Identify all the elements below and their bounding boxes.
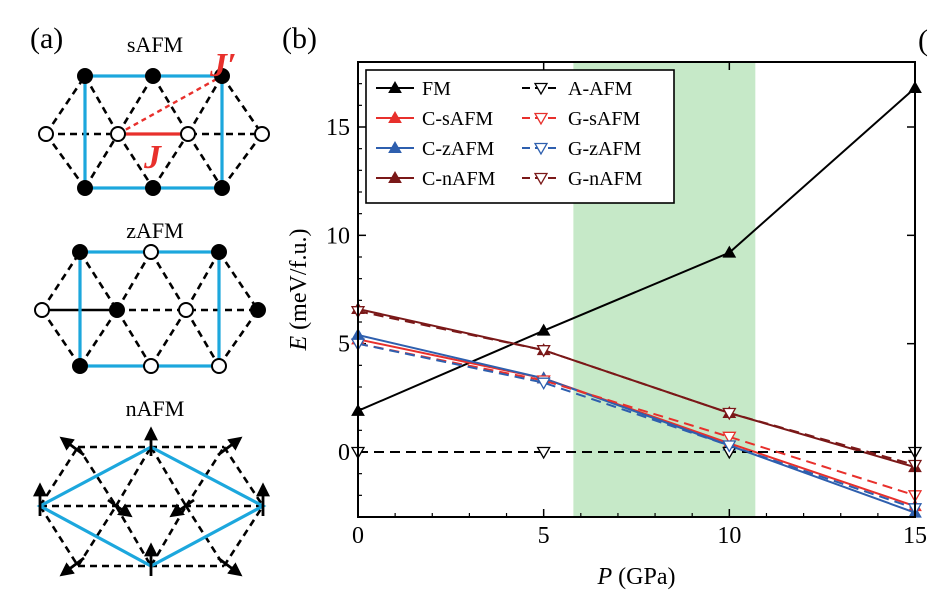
x-tick-label: 5: [538, 523, 550, 549]
legend-label: C-zAFM: [422, 138, 494, 160]
x-tick-label: 10: [717, 523, 741, 549]
legend-entry-a-afm: A-AFM: [522, 78, 633, 100]
lattice-safm: sAFM J′ J: [38, 32, 270, 196]
zafm-sites: [34, 244, 266, 374]
y-tick-label: 15: [326, 115, 350, 141]
data-point-fm: [722, 245, 737, 258]
legend-swatch-marker: [388, 170, 402, 183]
data-point-a-afm: [536, 446, 551, 460]
data-point-fm: [536, 323, 551, 336]
legend-entry-fm: FM: [376, 78, 451, 100]
lattice-zafm-title: zAFM: [126, 218, 183, 243]
zafm-dashed-bonds: [40, 251, 260, 367]
legend-entry-g-nafm: G-nAFM: [522, 168, 643, 190]
legend-swatch-marker: [533, 172, 549, 186]
legend-label: C-nAFM: [422, 168, 496, 190]
series-line-c-zafm: [357, 334, 916, 514]
y-axis-label-symbol: E: [286, 335, 312, 351]
lattice-zafm: zAFM: [34, 218, 266, 374]
legend: FM C-sAFM C-zAFM C-nAFM A-AFM G-sAFM G-zAFM G-n…: [365, 69, 675, 204]
series-line-c-safm: [357, 338, 916, 508]
legend-label: G-zAFM: [568, 138, 642, 160]
series-line-g-nafm: [357, 310, 916, 466]
legend-label: G-sAFM: [568, 108, 640, 130]
panel-c-fragment: (: [918, 24, 928, 57]
x-axis-label: P (GPa): [597, 564, 676, 590]
legend-entry-g-safm: G-sAFM: [522, 108, 640, 130]
legend-entry-c-nafm: C-nAFM: [376, 168, 496, 190]
x-tick-label: 0: [352, 523, 364, 549]
panel-b-label: (b): [282, 22, 317, 55]
legend-swatch-marker: [388, 110, 402, 123]
panel-a-label: (a): [30, 22, 63, 55]
safm-sites: [38, 68, 270, 196]
data-point-g-safm: [722, 431, 737, 445]
legend-swatch-marker: [388, 80, 402, 93]
legend-swatch-marker: [388, 140, 402, 153]
legend-label: G-nAFM: [568, 168, 643, 190]
x-axis-label-symbol: P: [597, 564, 613, 590]
legend-label: FM: [422, 78, 451, 100]
y-tick-label: 5: [338, 332, 350, 358]
legend-box: [365, 69, 675, 204]
legend-entry-g-zafm: G-zAFM: [522, 138, 642, 160]
nafm-spin-arrows: [33, 426, 270, 577]
j-prime-bond: [117, 74, 223, 136]
y-tick-label: 0: [338, 440, 350, 466]
lattice-safm-title: sAFM: [127, 32, 183, 57]
data-point-g-zafm: [722, 440, 737, 453]
legend-swatch-marker: [533, 112, 549, 126]
series-line-fm: [357, 87, 916, 412]
lattice-nafm: nAFM: [33, 396, 270, 577]
legend-entry-c-safm: C-sAFM: [376, 108, 493, 130]
legend-swatch-marker: [533, 142, 549, 156]
data-point-g-nafm: [536, 345, 551, 358]
legend-label: C-sAFM: [422, 108, 493, 130]
axis-ticks: 0 5 10 15 0 5 10 15: [326, 62, 927, 549]
legend-label: A-AFM: [568, 78, 633, 100]
series-line-c-nafm: [357, 308, 916, 469]
y-tick-label: 10: [326, 223, 350, 249]
y-axis-label-unit: (meV/f.u.): [286, 229, 312, 336]
x-axis-label-unit: (GPa): [612, 564, 675, 590]
energy-pressure-chart: 0 5 10 15 0 5 10 15 FM C-sAFM C-zAFM C-nAFM A-AFM G-…: [286, 61, 927, 590]
legend-swatch-marker: [533, 82, 549, 96]
data-point-g-zafm: [536, 377, 551, 390]
series-line-g-safm: [357, 342, 916, 497]
series-line-g-zafm: [357, 342, 916, 510]
j-prime-label: J′: [209, 47, 237, 84]
y-axis-label: E (meV/f.u.): [286, 229, 312, 352]
plot-frame: [357, 61, 916, 518]
safm-dashed-bonds: [44, 75, 264, 189]
data-point-g-nafm: [722, 407, 737, 421]
j-label: J: [143, 139, 162, 176]
x-tick-label: 15: [903, 523, 927, 549]
lattice-nafm-title: nAFM: [126, 396, 185, 421]
legend-entry-c-zafm: C-zAFM: [376, 138, 494, 160]
